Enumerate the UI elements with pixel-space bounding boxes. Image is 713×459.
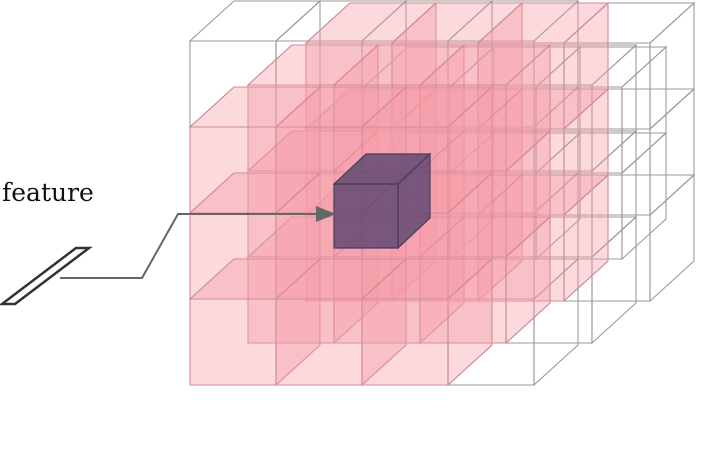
receptive-field-cubes (188, 1, 610, 387)
feature-vector (0, 246, 93, 306)
receptive-cube (390, 1, 524, 131)
receptive-cube (418, 43, 552, 173)
receptive-cube (332, 43, 466, 173)
receptive-cube (188, 85, 322, 215)
feature-arrow (60, 206, 336, 279)
receptive-cube (274, 257, 408, 387)
receptive-cube (418, 215, 552, 345)
center-cube (332, 152, 432, 250)
wire-cube (534, 131, 668, 261)
receptive-cube (476, 87, 610, 217)
receptive-cube (476, 1, 610, 131)
center-voxel (332, 152, 432, 250)
receptive-cube (476, 173, 610, 303)
feature-vector-bar (0, 246, 93, 306)
feature-label: feature (2, 178, 94, 207)
receptive-cube (360, 257, 494, 387)
feature-pointer (60, 206, 336, 279)
receptive-cube (246, 43, 380, 173)
